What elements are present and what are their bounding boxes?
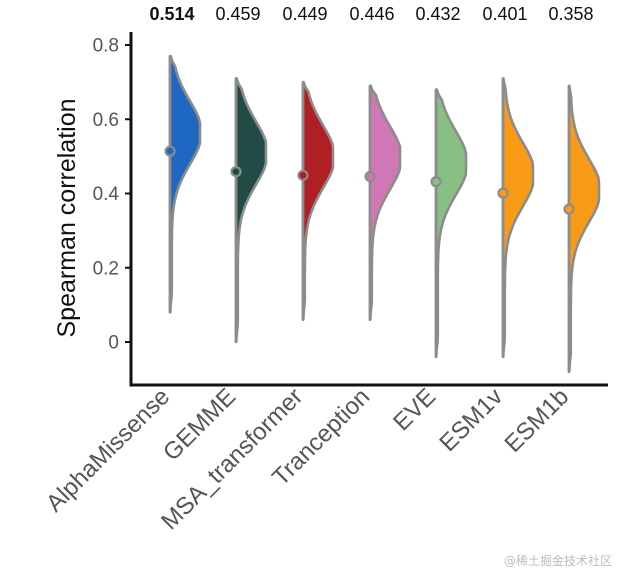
x-tick-label: ESM1v — [434, 383, 508, 457]
median-value-label: 0.449 — [282, 4, 327, 24]
violin-ESM1v — [501, 77, 535, 359]
x-tick-labels: AlphaMissenseGEMMEMSA_transformerTrancep… — [41, 383, 574, 535]
y-tick-label: 0.2 — [93, 258, 119, 279]
median-point — [497, 187, 509, 199]
violin-MSA_transformer — [301, 80, 335, 322]
violins — [164, 54, 601, 373]
median-point — [297, 169, 309, 181]
x-tick-label: EVE — [388, 383, 441, 436]
median-point — [430, 176, 442, 188]
axes: 0 0.2 0.4 0.6 0.8 — [93, 32, 608, 387]
y-tick-label: 0.8 — [93, 36, 119, 57]
violin-EVE — [434, 88, 468, 359]
violin-Tranception — [368, 84, 402, 322]
violin-ESM1b — [567, 84, 601, 373]
median-value-label: 0.459 — [215, 4, 260, 24]
x-tick-label: ESM1b — [499, 383, 574, 458]
y-tick-label: 0.6 — [93, 110, 119, 131]
y-tick-label: 0.4 — [93, 184, 120, 205]
median-value-label: 0.358 — [548, 4, 593, 24]
median-value-label: 0.514 — [149, 4, 194, 24]
median-value-label: 0.446 — [349, 4, 394, 24]
median-value-label: 0.401 — [482, 4, 527, 24]
y-tick-label: 0 — [108, 333, 119, 354]
violin-AlphaMissense — [168, 54, 202, 314]
x-tick-label: AlphaMissense — [41, 383, 175, 517]
y-axis-label: Spearman correlation — [53, 98, 81, 337]
median-value-labels: 0.514 0.459 0.449 0.446 0.432 0.401 0.358 — [149, 4, 593, 24]
median-point — [164, 145, 176, 157]
watermark: @稀土掘金技术社区 — [503, 554, 612, 568]
median-point — [230, 165, 242, 178]
violin-GEMME — [234, 77, 268, 344]
median-point — [364, 170, 376, 183]
median-value-label: 0.432 — [415, 4, 460, 24]
median-point — [563, 203, 575, 215]
